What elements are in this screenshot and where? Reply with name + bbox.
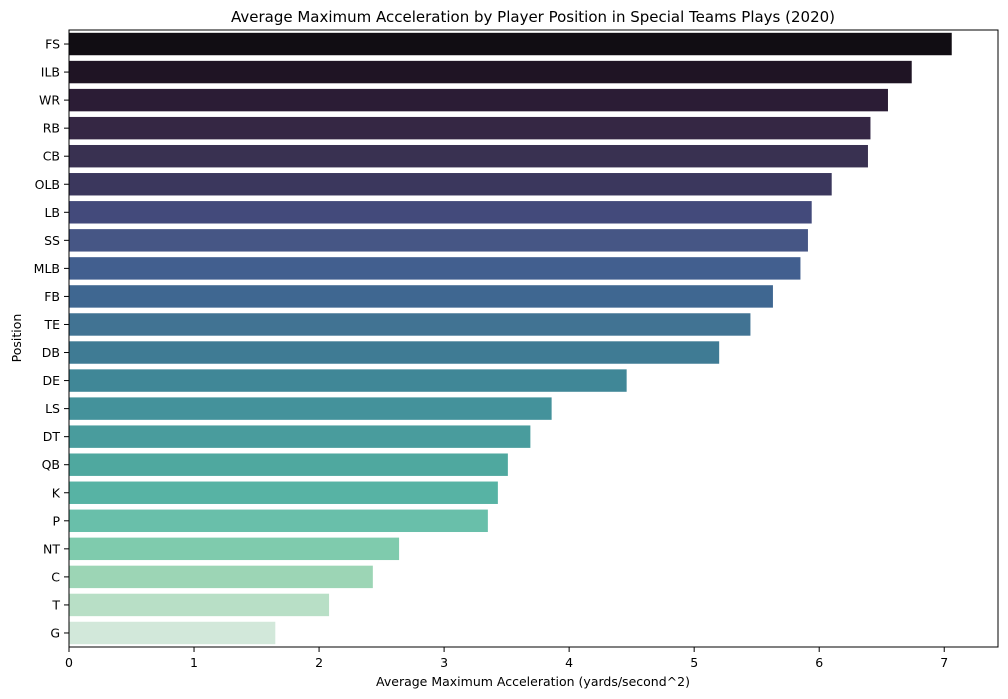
bar-c <box>69 565 373 589</box>
chart-title: Average Maximum Acceleration by Player P… <box>231 8 835 26</box>
bar-de <box>69 369 627 392</box>
y-tick-label: MLB <box>34 261 60 276</box>
bars-group <box>69 32 952 645</box>
x-axis-label: Average Maximum Acceleration (yards/seco… <box>376 674 690 689</box>
x-tick-label: 6 <box>815 655 823 670</box>
y-tick-label: DB <box>42 345 60 360</box>
bar-rb <box>69 116 871 140</box>
bar-wr <box>69 88 888 112</box>
bar-lb <box>69 201 812 224</box>
x-tick-label: 3 <box>440 655 448 670</box>
y-tick-label: C <box>51 569 60 584</box>
bar-olb <box>69 173 832 196</box>
x-tick-label: 4 <box>565 655 573 670</box>
x-tick-label: 0 <box>65 655 73 670</box>
x-tick-label: 2 <box>315 655 323 670</box>
y-tick-label: QB <box>42 457 60 472</box>
plot-frame <box>68 29 999 648</box>
y-tick-label: SS <box>44 233 60 248</box>
y-tick-label: G <box>50 625 60 640</box>
y-tick-label: TE <box>43 317 60 332</box>
y-tick-label: WR <box>39 93 60 108</box>
bar-t <box>69 593 330 617</box>
bar-nt <box>69 537 400 561</box>
x-tick-label: 7 <box>940 655 948 670</box>
y-tick-label: DT <box>43 429 61 444</box>
y-tick-label: T <box>51 597 60 612</box>
y-tick-label: CB <box>43 149 60 164</box>
y-tick-label: NT <box>43 541 60 556</box>
bar-dt <box>69 425 531 448</box>
bar-ilb <box>69 60 912 84</box>
y-tick-label: OLB <box>35 177 60 192</box>
y-tick-label: LS <box>45 401 60 416</box>
bar-fs <box>69 32 952 56</box>
bar-db <box>69 341 720 364</box>
y-tick-label: FS <box>45 37 60 52</box>
y-tick-label: K <box>52 485 61 500</box>
y-axis-ticks: FS ILB WR RB CB OLB LB SS MLB FB TE DB DE LS DT QB KP NT C… <box>34 37 69 640</box>
y-tick-label: P <box>52 513 60 528</box>
bar-k <box>69 481 498 504</box>
bar-ss <box>69 229 808 252</box>
x-tick-label: 1 <box>190 655 198 670</box>
y-axis-label: Position <box>9 314 24 363</box>
bar-mlb <box>69 257 801 280</box>
y-tick-label: RB <box>43 121 60 136</box>
bar-te <box>69 313 751 336</box>
x-axis-ticks: 0 1 2 3 4 5 6 7 <box>65 647 948 670</box>
y-tick-label: DE <box>42 373 60 388</box>
y-tick-label: ILB <box>41 65 60 80</box>
bar-g <box>69 621 276 645</box>
x-tick-label: 5 <box>690 655 698 670</box>
bar-qb <box>69 453 508 476</box>
y-tick-label: FB <box>44 289 60 304</box>
bar-p <box>69 509 488 533</box>
bar-fb <box>69 285 773 308</box>
bar-cb <box>69 144 868 168</box>
bar-ls <box>69 397 552 420</box>
y-tick-label: LB <box>44 205 60 220</box>
